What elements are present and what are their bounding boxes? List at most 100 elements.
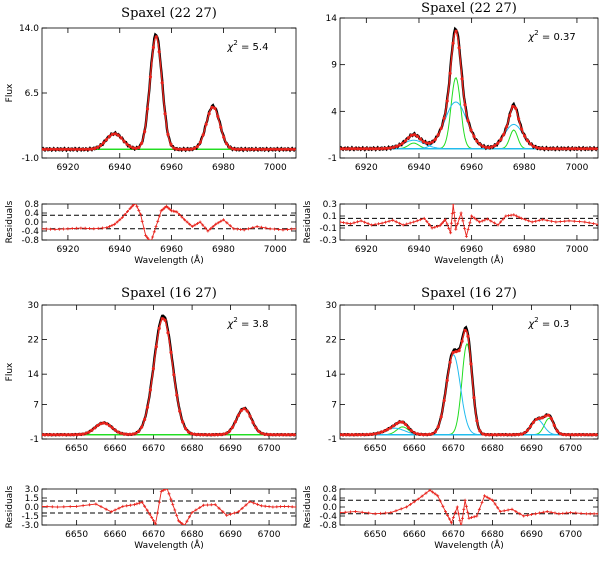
residual-point: [510, 507, 514, 511]
residual-point: [468, 221, 472, 225]
observed-spectrum-line: [340, 26, 598, 152]
residual-point: [592, 222, 596, 226]
model-point: [454, 350, 458, 354]
model-point: [52, 433, 56, 437]
y-tick-label: -0.1: [319, 224, 337, 234]
x-tick-label: 6650: [364, 444, 387, 454]
model-point: [122, 432, 126, 436]
model-point: [344, 147, 348, 151]
residual-point: [88, 503, 91, 507]
model-point: [178, 147, 182, 151]
model-point: [78, 432, 82, 436]
residual-point: [44, 227, 48, 231]
model-point: [257, 147, 261, 151]
model-point: [184, 147, 188, 151]
residual-point: [442, 220, 446, 224]
model-point: [271, 433, 276, 437]
model-point: [502, 433, 506, 437]
residual-point: [203, 226, 207, 230]
residual-point: [79, 226, 83, 230]
model-point: [228, 145, 232, 149]
model-point: [540, 416, 545, 420]
residual-point: [109, 510, 113, 514]
model-point: [225, 431, 229, 435]
model-point: [481, 144, 485, 148]
model-point: [283, 433, 287, 437]
model-fit-line: [340, 30, 598, 150]
model-point: [496, 141, 500, 145]
residual-point: [563, 219, 567, 223]
model-point: [409, 429, 413, 433]
model-point: [362, 433, 366, 437]
residual-point: [147, 238, 151, 240]
model-point: [347, 433, 351, 437]
model-point: [122, 139, 126, 143]
x-tick-label: 6940: [108, 245, 131, 255]
model-point: [42, 433, 44, 437]
model-point: [493, 144, 497, 148]
residual-point: [167, 492, 171, 496]
model-point: [537, 416, 542, 420]
model-point: [448, 360, 452, 364]
y-tick-label: -0.8: [21, 236, 39, 246]
residual-point: [491, 498, 494, 502]
residual-point: [399, 507, 403, 511]
residual-point: [272, 227, 276, 231]
residual-point: [281, 228, 285, 232]
model-point: [406, 136, 411, 140]
model-point: [137, 429, 141, 433]
model-point: [198, 140, 202, 144]
x-tick-label: 6960: [460, 245, 483, 255]
residual-point: [448, 517, 451, 521]
panel-title: Spaxel (16 27): [121, 286, 217, 301]
residual-point: [196, 222, 199, 225]
residual-point: [450, 212, 454, 216]
residual-point: [405, 505, 408, 509]
residual-point: [460, 526, 463, 529]
residual-point: [464, 234, 468, 238]
y-tick-label: 0.3: [323, 200, 337, 210]
model-point: [87, 430, 91, 434]
y-axis-label: Flux: [5, 362, 15, 381]
residual-point: [348, 510, 352, 514]
residual-point: [242, 228, 246, 232]
residual-point: [150, 515, 154, 519]
plot-area: [340, 26, 598, 152]
model-point: [151, 45, 155, 50]
residual-point: [457, 216, 461, 220]
residual-point: [384, 220, 388, 224]
model-point: [395, 144, 399, 148]
residual-point: [268, 227, 272, 231]
residual-point: [408, 221, 412, 225]
residual-point: [398, 221, 402, 225]
model-point: [230, 425, 235, 429]
plot-frame: [41, 304, 297, 440]
x-axis-label: Wavelength (Å): [434, 539, 503, 551]
model-point: [389, 146, 393, 150]
model-point: [169, 142, 173, 146]
model-point: [427, 141, 431, 145]
model-point: [239, 147, 243, 151]
model-point: [400, 420, 405, 424]
residual-point: [596, 512, 598, 516]
residual-point: [232, 227, 236, 231]
model-point: [564, 433, 568, 437]
model-point: [72, 433, 76, 437]
model-point: [368, 147, 372, 151]
residual-point: [349, 222, 352, 226]
x-tick-label: 7000: [565, 245, 588, 255]
model-point: [46, 147, 50, 151]
y-tick-label: -0.8: [319, 521, 337, 531]
model-point: [427, 432, 431, 436]
model-point: [60, 433, 65, 437]
model-point: [143, 130, 147, 134]
model-point: [137, 145, 141, 150]
model-point: [110, 426, 114, 430]
y-tick-label: 22: [326, 336, 337, 346]
residual-point: [445, 222, 449, 226]
residual-point: [240, 506, 244, 510]
model-point: [154, 345, 158, 349]
x-tick-label: 6920: [56, 163, 79, 173]
model-point: [457, 349, 461, 353]
residual-point: [485, 217, 489, 221]
